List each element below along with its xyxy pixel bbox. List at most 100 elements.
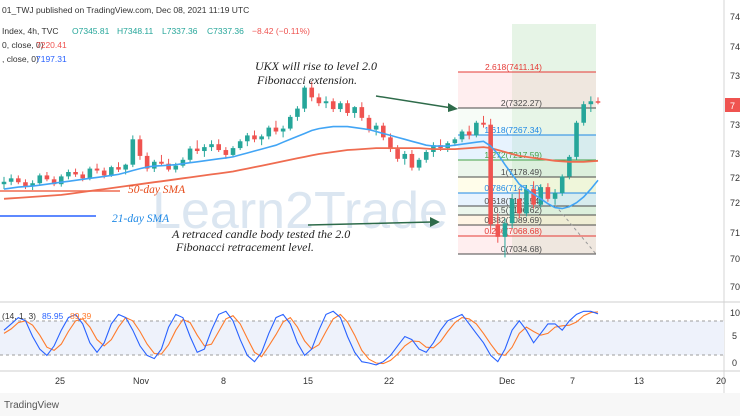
- candle-body: [123, 164, 128, 170]
- candle-body: [144, 155, 150, 169]
- candle: [466, 125, 472, 140]
- candle-body: [252, 135, 257, 140]
- candle-body: [466, 131, 472, 136]
- time-tick: 20: [716, 376, 726, 386]
- candle-body: [295, 108, 300, 117]
- time-tick: 7: [570, 376, 575, 386]
- candle: [259, 134, 264, 146]
- candle-body: [402, 153, 408, 159]
- candle-body: [352, 107, 357, 113]
- candle: [402, 151, 408, 165]
- candle-body: [381, 125, 386, 138]
- candle-body: [302, 87, 307, 109]
- fib-band: [458, 108, 596, 135]
- candle: [230, 146, 236, 157]
- candle: [273, 120, 279, 135]
- time-tick: 13: [634, 376, 644, 386]
- candle: [295, 106, 300, 121]
- candle-body: [80, 174, 86, 179]
- candle-body: [280, 128, 286, 132]
- price-tick: 71: [730, 228, 740, 238]
- candle-body: [516, 198, 522, 214]
- candle: [409, 150, 415, 171]
- candle: [345, 100, 350, 116]
- candle-body: [588, 101, 594, 105]
- candle-body: [87, 168, 93, 179]
- stoch-axis-tick: 10: [730, 308, 740, 318]
- candle-body: [166, 163, 171, 170]
- candle-body: [316, 97, 322, 104]
- chart-header: 01_TWJ published on TradingView.com, Dec…: [2, 5, 310, 64]
- footer-logo[interactable]: TradingView: [4, 400, 60, 411]
- price-tick: 70: [730, 254, 740, 264]
- stoch-band: [0, 321, 724, 355]
- time-tick: 15: [303, 376, 313, 386]
- stochastic-pane: (14, 1, 3) 85.95 89.39 10 5 0: [0, 301, 740, 372]
- candle-body: [552, 192, 558, 199]
- rise-note-line1: UKX will rise to level 2.0: [255, 59, 377, 73]
- candle: [159, 154, 164, 166]
- fib-band: [458, 72, 596, 108]
- fib-level-label: 0.236(7068.68): [484, 226, 542, 236]
- candle: [245, 132, 250, 147]
- candle: [495, 213, 501, 243]
- candle-body: [488, 124, 493, 225]
- candle: [509, 193, 515, 229]
- candle-body: [567, 156, 572, 177]
- candle: [30, 180, 35, 191]
- candle: [574, 120, 579, 160]
- price-tick: 73: [730, 120, 740, 130]
- candle-body: [223, 150, 229, 155]
- candle: [37, 173, 43, 186]
- candle-body: [409, 153, 415, 168]
- candle: [588, 96, 594, 112]
- candle-body: [159, 161, 164, 164]
- candle-body: [151, 161, 157, 169]
- candle: [44, 172, 50, 182]
- candle: [216, 139, 221, 152]
- stoch-axis-tick: 0: [732, 358, 737, 368]
- candle-body: [345, 103, 350, 113]
- candle-body: [287, 116, 293, 129]
- stoch-axis-tick: 5: [732, 331, 737, 341]
- time-tick: 8: [221, 376, 226, 386]
- candle: [202, 144, 207, 157]
- candle-body: [44, 175, 50, 180]
- candle-body: [474, 122, 479, 136]
- candle-body: [502, 223, 508, 237]
- candle: [209, 140, 214, 152]
- fib-band: [458, 225, 596, 236]
- low-value: L7337.36: [162, 26, 198, 36]
- candle-body: [237, 141, 243, 149]
- fib-level-label: 0.786(7147.70): [484, 183, 542, 193]
- candle: [144, 152, 150, 172]
- candle-body: [37, 175, 43, 184]
- candle-body: [130, 139, 136, 165]
- candle-body: [559, 176, 565, 193]
- ma2-label: , close, 0): [2, 54, 39, 64]
- open-value: O7345.81: [72, 26, 110, 36]
- retrace-note-arrow-line: [307, 221, 433, 226]
- close-value: C7337.36: [207, 26, 244, 36]
- candle: [338, 101, 343, 112]
- candle: [423, 150, 429, 163]
- candles-layer: [1, 81, 601, 258]
- candle: [330, 98, 336, 112]
- candle-body: [245, 135, 250, 142]
- candle-body: [595, 101, 601, 103]
- candle: [23, 179, 28, 190]
- candle-body: [180, 159, 186, 166]
- candle-body: [459, 131, 465, 140]
- candle-body: [187, 148, 193, 160]
- candle: [116, 162, 121, 172]
- candle: [559, 174, 565, 196]
- candle: [194, 140, 200, 154]
- candle-body: [524, 189, 529, 214]
- candle-body: [395, 149, 400, 159]
- candle: [459, 129, 465, 143]
- candle-body: [388, 137, 393, 150]
- price-tick: 72: [730, 173, 740, 183]
- price-tick: 73: [730, 71, 740, 81]
- ma1-label: 0, close, 0): [2, 40, 44, 50]
